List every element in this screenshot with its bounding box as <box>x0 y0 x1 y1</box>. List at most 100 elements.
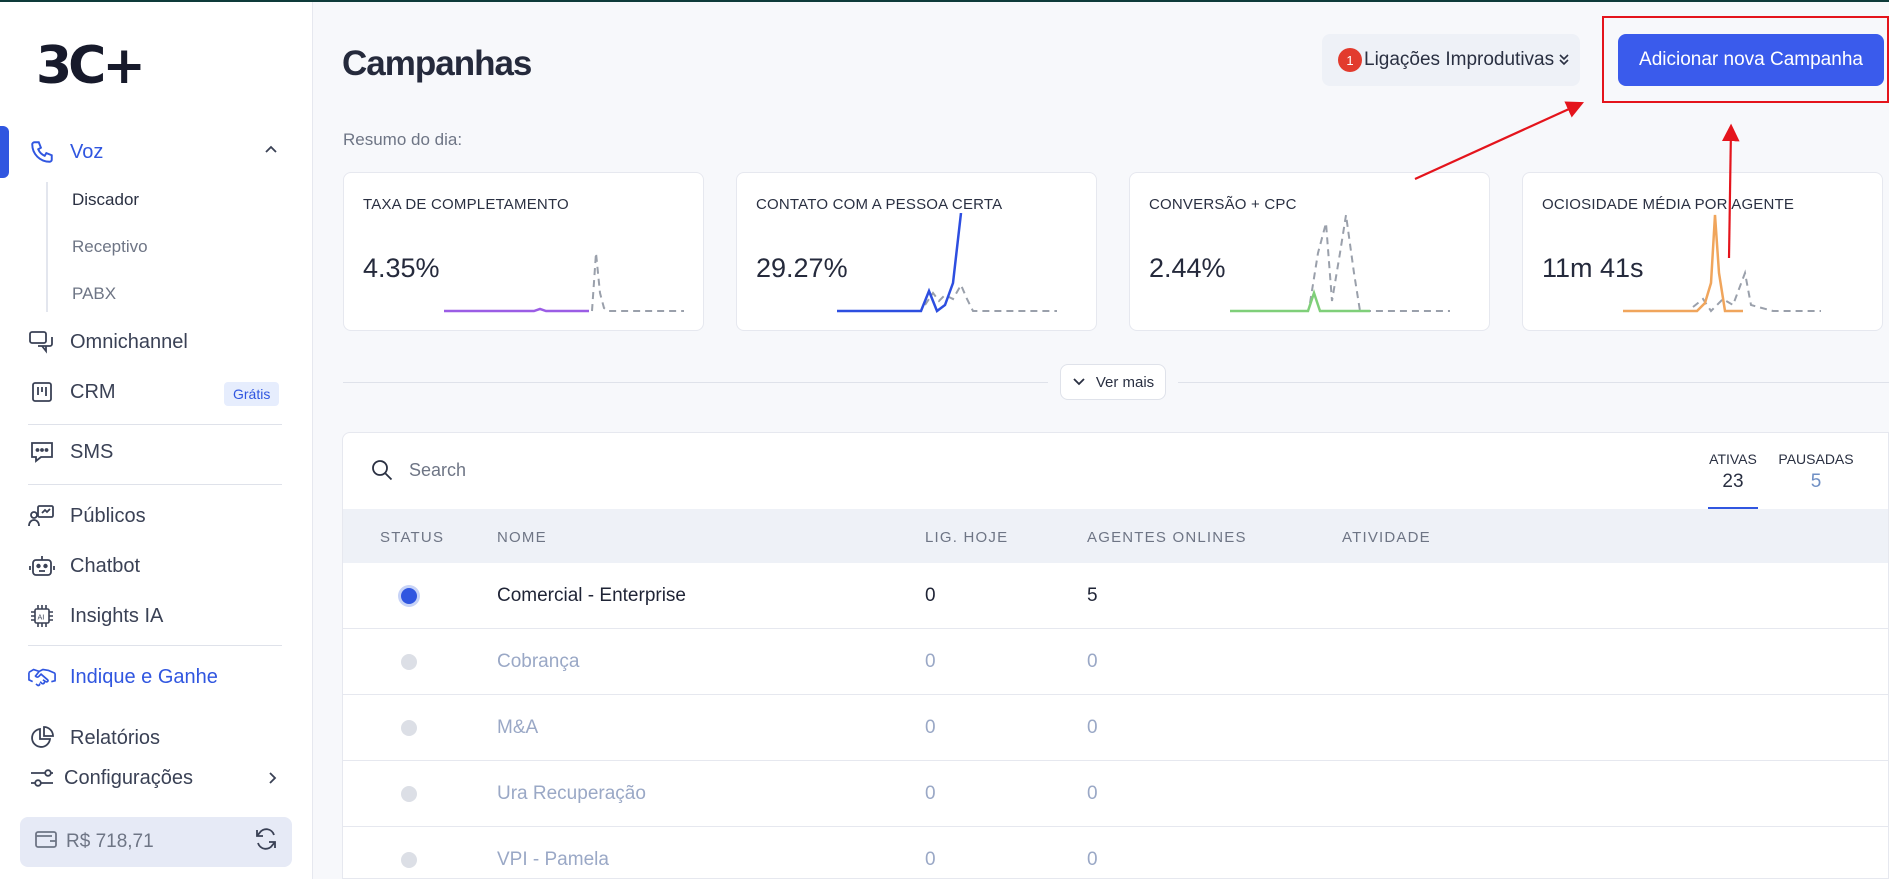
sidebar-item-configuracoes[interactable]: Configurações <box>28 762 193 794</box>
sparkline <box>1230 214 1450 313</box>
table-row[interactable]: M&A 0 0 <box>343 695 1888 761</box>
sidebar-item-label: Públicos <box>70 504 146 527</box>
sidebar-item-chatbot[interactable]: Chatbot <box>28 550 140 582</box>
wallet-amount: R$ 718,71 <box>66 831 154 852</box>
stat-card: CONVERSÃO + CPC 2.44% <box>1129 172 1490 331</box>
search-icon <box>371 459 393 486</box>
campaign-name[interactable]: Cobrança <box>497 651 580 672</box>
agents-online: 0 <box>1087 783 1098 804</box>
status-indicator <box>401 720 417 736</box>
tab-ativas[interactable]: ATIVAS 23 <box>1708 451 1758 509</box>
chevron-down-icon <box>1072 375 1086 390</box>
column-header-nome: NOME <box>497 529 547 546</box>
campaign-name[interactable]: VPI - Pamela <box>497 849 609 870</box>
sidebar-item-label: Insights IA <box>70 604 164 627</box>
stat-card: TAXA DE COMPLETAMENTO 4.35% <box>343 172 704 331</box>
sidebar-item-indique[interactable]: Indique e Ganhe <box>28 661 218 693</box>
ai-chip-icon: AI <box>28 602 56 630</box>
stat-card: CONTATO COM A PESSOA CERTA 29.27% <box>736 172 1097 331</box>
sidebar-item-relatorios[interactable]: Relatórios <box>28 722 160 754</box>
svg-text:AI: AI <box>38 614 45 622</box>
see-more-label: Ver mais <box>1095 373 1155 391</box>
robot-icon <box>28 552 56 580</box>
column-header-atividade: ATIVIDADE <box>1342 529 1431 546</box>
sidebar-item-insights[interactable]: AI Insights IA <box>28 600 163 632</box>
sidebar-item-label: Configurações <box>64 766 193 789</box>
agents-online: 0 <box>1087 717 1098 738</box>
sidebar-sub-receptivo[interactable]: Receptivo <box>72 237 148 256</box>
stat-card: OCIOSIDADE MÉDIA POR AGENTE 11m 41s <box>1522 172 1883 331</box>
sidebar-item-label: Indique e Ganhe <box>70 665 218 688</box>
table-row[interactable]: VPI - Pamela 0 0 <box>343 827 1888 878</box>
tab-label: ATIVAS <box>1709 451 1757 467</box>
table-row[interactable]: Comercial - Enterprise 0 5 <box>343 563 1888 629</box>
sidebar-divider <box>28 645 282 646</box>
chevron-right-icon[interactable] <box>266 770 280 791</box>
chevron-up-icon[interactable] <box>263 142 279 163</box>
logo[interactable]: 3C+ <box>36 36 146 96</box>
stat-card-label: CONVERSÃO + CPC <box>1149 196 1297 213</box>
phone-icon <box>28 138 56 166</box>
campaign-name[interactable]: M&A <box>497 717 539 738</box>
stat-card-value: 2.44% <box>1149 253 1226 283</box>
agents-online: 0 <box>1087 651 1098 672</box>
stat-card-label: CONTATO COM A PESSOA CERTA <box>756 196 1003 213</box>
agents-online: 5 <box>1087 585 1098 606</box>
tab-count: 23 <box>1722 471 1744 492</box>
calls-today: 0 <box>925 717 936 738</box>
campaign-name[interactable]: Ura Recuperação <box>497 783 646 804</box>
stat-card-value: 11m 41s <box>1542 253 1644 283</box>
search-input[interactable] <box>409 455 909 485</box>
column-header-agentes: AGENTES ONLINES <box>1087 529 1247 546</box>
gratis-badge: Grátis <box>224 382 280 406</box>
status-indicator <box>401 654 417 670</box>
see-more-button[interactable]: Ver mais <box>1060 364 1166 400</box>
double-chevron-down-icon <box>1558 52 1570 69</box>
calls-today: 0 <box>925 849 936 870</box>
sparkline <box>837 213 1057 313</box>
campaign-name[interactable]: Comercial - Enterprise <box>497 585 686 606</box>
sidebar-item-crm[interactable]: CRM <box>28 376 116 408</box>
refresh-icon[interactable] <box>254 827 278 857</box>
stat-card-label: OCIOSIDADE MÉDIA POR AGENTE <box>1542 196 1795 213</box>
table-row[interactable]: Ura Recuperação 0 0 <box>343 761 1888 827</box>
sidebar: 3C+ Voz Discador Receptivo PABX Omnichan… <box>0 2 313 879</box>
table-row[interactable]: Cobrança 0 0 <box>343 629 1888 695</box>
unproductive-calls-label: Ligações Improdutivas <box>1364 49 1555 70</box>
tab-label: PAUSADAS <box>1778 451 1854 467</box>
sidebar-item-voz[interactable]: Voz <box>28 136 103 168</box>
add-campaign-button[interactable]: Adicionar nova Campanha <box>1618 34 1884 86</box>
sidebar-sub-discador[interactable]: Discador <box>72 190 140 209</box>
chat-bubbles-icon <box>28 328 56 356</box>
calls-today: 0 <box>925 585 936 606</box>
message-dots-icon <box>28 438 56 466</box>
status-indicator <box>401 852 417 868</box>
annotation-arrow <box>1414 101 1585 181</box>
sidebar-item-publicos[interactable]: Públicos <box>28 500 146 532</box>
search-row: ATIVAS 23 PAUSADAS 5 <box>343 433 1888 509</box>
subnav-line <box>46 182 48 312</box>
pie-chart-icon <box>28 724 56 752</box>
sidebar-item-sms[interactable]: SMS <box>28 436 113 468</box>
active-indicator <box>0 126 9 178</box>
stat-card-value: 29.27% <box>756 253 848 283</box>
sidebar-divider <box>28 424 282 425</box>
sidebar-item-label: Omnichannel <box>70 330 188 353</box>
sidebar-divider <box>28 484 282 485</box>
agents-online: 0 <box>1087 849 1098 870</box>
notification-count-badge: 1 <box>1338 48 1362 72</box>
sidebar-item-label: Voz <box>70 140 104 163</box>
sidebar-sub-pabx[interactable]: PABX <box>72 284 117 303</box>
wallet-icon <box>34 828 58 856</box>
column-header-status: STATUS <box>380 529 445 546</box>
sparkline <box>1623 214 1821 313</box>
sparkline <box>444 252 684 313</box>
tab-pausadas[interactable]: PAUSADAS 5 <box>1776 451 1856 493</box>
top-accent-line <box>0 0 1889 2</box>
sidebar-item-omnichannel[interactable]: Omnichannel <box>28 326 188 358</box>
divider-line <box>1178 382 1889 383</box>
column-header-lig-hoje: LIG. HOJE <box>925 529 1009 546</box>
unproductive-calls-dropdown[interactable]: 1 Ligações Improdutivas <box>1322 34 1580 86</box>
kanban-icon <box>28 378 56 406</box>
wallet-balance: R$ 718,71 <box>20 817 292 867</box>
